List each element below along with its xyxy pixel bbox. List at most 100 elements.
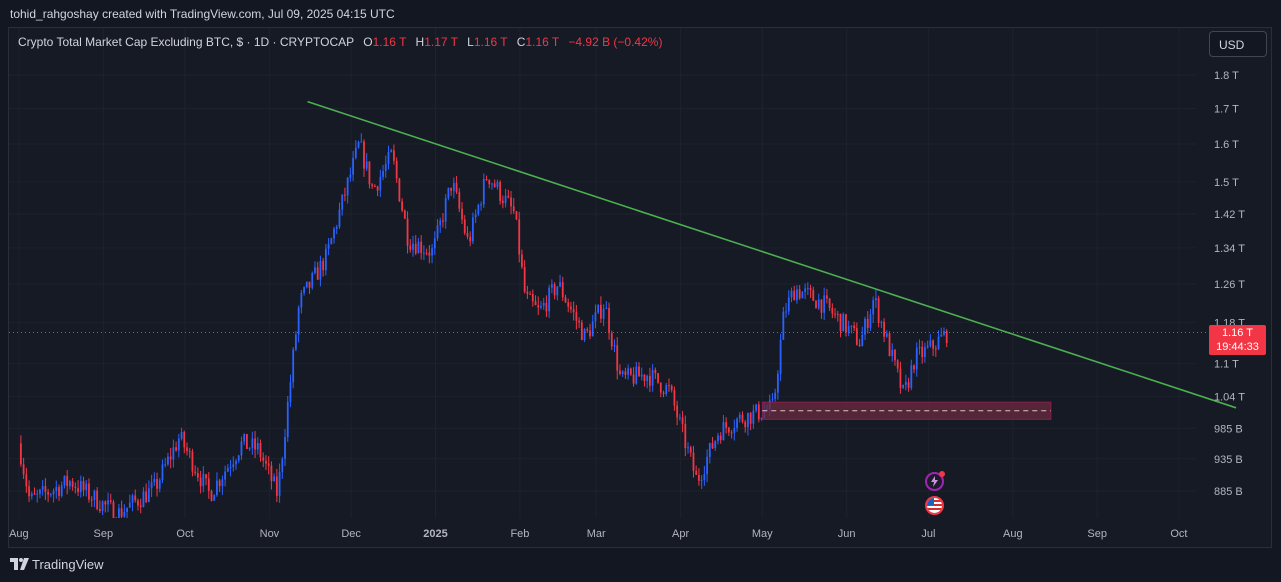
candle-body xyxy=(444,198,447,222)
candle-body xyxy=(858,344,861,347)
candle-body xyxy=(540,305,542,308)
candle-body xyxy=(134,495,137,501)
candle-body xyxy=(77,488,79,493)
low-label: L xyxy=(467,35,474,49)
candle-body xyxy=(589,330,591,337)
candle-body xyxy=(330,238,333,245)
candle-body xyxy=(305,281,308,288)
candle-body xyxy=(684,423,687,449)
candle-body xyxy=(104,501,107,505)
candle-body xyxy=(657,373,659,383)
candle-body xyxy=(482,179,485,205)
candle-body xyxy=(240,441,243,456)
candle-body xyxy=(55,486,58,491)
candle-body xyxy=(695,470,698,475)
candle-body xyxy=(629,368,632,375)
candle-body xyxy=(866,318,869,328)
candle-body xyxy=(689,447,692,453)
attribution-text: tohid_rahgoshay created with TradingView… xyxy=(10,7,395,21)
price-tick-label: 885 B xyxy=(1214,486,1243,498)
time-tick-label: Oct xyxy=(1170,528,1187,540)
chart-frame[interactable] xyxy=(8,27,1272,548)
candle-body xyxy=(41,486,44,490)
candle-body xyxy=(137,500,139,506)
candle-body xyxy=(722,422,725,441)
candle-body xyxy=(602,308,605,319)
last-price-value: 1.16 T xyxy=(1222,327,1253,339)
currency-button[interactable]: USD xyxy=(1209,31,1267,57)
candle-body xyxy=(485,179,488,181)
candle-body xyxy=(918,346,921,349)
candle-body xyxy=(28,486,30,497)
candle-body xyxy=(199,477,202,487)
price-axis[interactable]: 1.8 T 1.7 T 1.6 T 1.5 T 1.42 T 1.34 T 1.26 T 1.… xyxy=(1214,70,1245,498)
candle-body xyxy=(899,368,902,388)
time-tick-label: Oct xyxy=(176,528,193,540)
us-flag-icon[interactable] xyxy=(925,496,944,515)
candle-body xyxy=(550,284,553,288)
candle-body xyxy=(708,443,711,457)
candle-body xyxy=(120,508,123,517)
candle-body xyxy=(831,307,834,314)
candle-body xyxy=(880,321,883,323)
candle-body xyxy=(586,329,589,331)
tradingview-logo-icon[interactable] xyxy=(10,558,29,570)
candle-body xyxy=(757,404,760,420)
time-tick-label: May xyxy=(752,528,773,540)
footer-bar: TradingView xyxy=(0,548,1281,582)
time-axis[interactable]: Aug Sep Oct Nov Dec 2025 Feb Mar Apr May Jun Jul Aug… xyxy=(9,528,1187,540)
open-value: 1.16 T xyxy=(372,35,407,49)
candle-body xyxy=(747,412,749,428)
candle-body xyxy=(300,292,303,308)
candle-body xyxy=(147,488,150,503)
candle-series xyxy=(19,133,948,518)
candle-body xyxy=(523,266,526,292)
candle-body xyxy=(738,414,741,419)
candle-body xyxy=(267,463,270,466)
candle-body xyxy=(47,491,50,495)
candle-body xyxy=(861,334,864,347)
candle-body xyxy=(216,480,218,496)
candle-body xyxy=(36,493,39,495)
candle-body xyxy=(164,464,167,466)
candle-body xyxy=(376,186,379,191)
candle-body xyxy=(270,465,273,482)
candle-body xyxy=(319,260,322,280)
candle-body xyxy=(521,254,523,267)
candle-body xyxy=(646,375,649,381)
candle-body xyxy=(88,483,90,500)
candle-body xyxy=(654,369,657,374)
candle-body xyxy=(869,314,872,328)
candle-body xyxy=(63,475,66,486)
candle-body xyxy=(638,366,640,377)
candle-body xyxy=(107,500,109,505)
candle-body xyxy=(210,490,213,501)
candle-body xyxy=(352,157,354,175)
candle-body xyxy=(921,346,924,357)
time-tick-label: Apr xyxy=(672,528,689,540)
symbol-title[interactable]: Crypto Total Market Cap Excluding BTC, $… xyxy=(18,35,354,49)
candle-body xyxy=(420,241,423,253)
time-tick-label: Jul xyxy=(921,528,935,540)
candle-body xyxy=(741,414,744,422)
price-tick-label: 935 B xyxy=(1214,454,1243,466)
lightning-alert-icon[interactable] xyxy=(925,471,945,491)
candle-body xyxy=(510,197,512,207)
candle-body xyxy=(403,210,406,219)
support-zone[interactable] xyxy=(761,401,1052,420)
candle-body xyxy=(289,382,292,403)
candle-body xyxy=(673,390,676,406)
candle-body xyxy=(308,281,311,288)
candle-body xyxy=(790,290,793,298)
high-label: H xyxy=(415,35,425,49)
candle-body xyxy=(736,418,738,429)
candle-body xyxy=(594,312,597,322)
candle-body xyxy=(649,375,651,386)
trendline[interactable] xyxy=(307,100,1237,409)
candle-body xyxy=(599,304,602,319)
candle-body xyxy=(472,217,474,242)
brand-name[interactable]: TradingView xyxy=(32,557,104,572)
candle-body xyxy=(265,460,267,464)
candle-body xyxy=(488,179,491,185)
